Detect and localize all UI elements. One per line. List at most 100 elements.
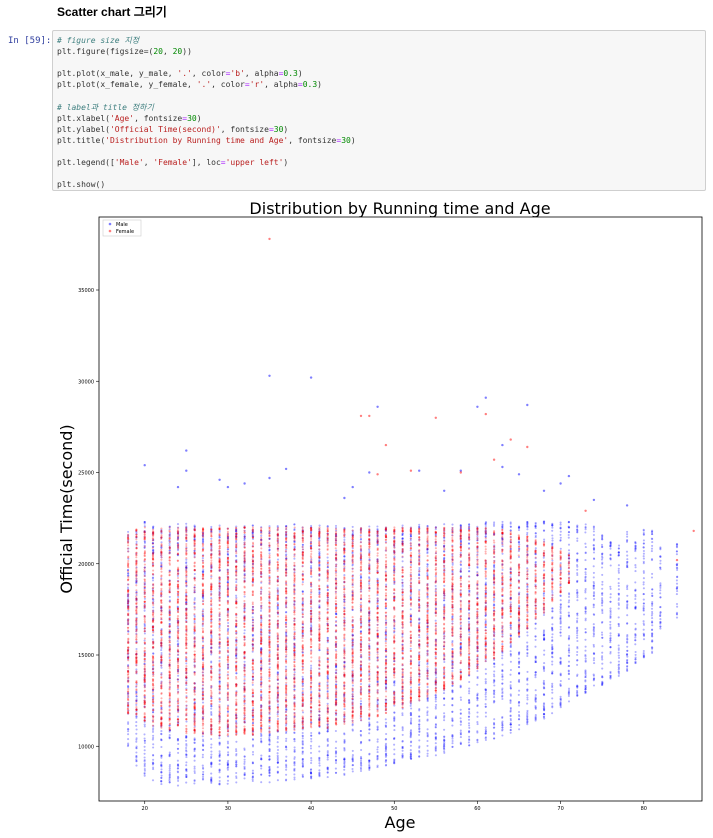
male-point <box>176 654 180 657</box>
male-point <box>193 782 196 785</box>
male-point <box>201 671 204 674</box>
male-point <box>567 614 570 617</box>
code-line: plt.xlabel('Age', fontsize=30) <box>57 114 202 123</box>
male-point <box>210 750 213 753</box>
male-point <box>160 551 163 554</box>
male-point <box>193 748 196 751</box>
male-point <box>601 553 604 556</box>
male-point <box>152 538 155 542</box>
male-point <box>135 599 138 602</box>
male-point <box>168 625 171 628</box>
male-point <box>152 727 155 730</box>
male-point <box>284 665 288 668</box>
male-point <box>459 624 462 627</box>
male-point <box>151 646 154 649</box>
male-point <box>176 763 180 766</box>
male-point <box>151 668 155 671</box>
male-point <box>359 682 363 686</box>
code-editor[interactable]: # figure size 지정 plt.figure(figsize=(20,… <box>57 35 356 190</box>
male-point <box>609 587 612 590</box>
male-point <box>576 552 579 555</box>
code-token: , color <box>211 80 245 90</box>
male-point <box>601 683 604 686</box>
male-point <box>168 754 171 757</box>
male-point <box>543 538 546 541</box>
male-point <box>135 597 138 600</box>
male-point <box>493 684 496 687</box>
male-point <box>160 662 163 665</box>
male-point <box>326 589 329 592</box>
male-point <box>160 754 163 757</box>
male-point <box>185 602 188 605</box>
male-point <box>534 671 537 674</box>
male-point <box>584 571 587 574</box>
male-point <box>426 706 429 709</box>
male-point <box>359 730 362 733</box>
male-point <box>467 715 470 718</box>
male-point <box>185 620 188 624</box>
male-point <box>168 753 171 756</box>
male-point <box>135 579 138 582</box>
male-point <box>201 657 204 661</box>
male-point <box>210 713 213 717</box>
male-point <box>509 660 512 663</box>
male-point <box>143 627 146 630</box>
male-point <box>551 645 554 649</box>
male-point <box>542 569 546 572</box>
male-point <box>126 602 130 605</box>
male-point <box>135 626 138 629</box>
male-point <box>193 702 196 705</box>
male-point <box>601 556 604 559</box>
male-point <box>301 675 304 678</box>
male-point <box>484 688 487 691</box>
male-point <box>559 672 562 675</box>
male-point <box>542 522 546 525</box>
male-point <box>243 755 246 758</box>
male-point <box>185 527 188 530</box>
male-point <box>143 739 146 742</box>
male-point <box>551 591 554 594</box>
male-point <box>160 577 163 580</box>
male-point <box>185 601 188 604</box>
male-point <box>343 773 346 776</box>
male-point <box>143 583 146 586</box>
male-point <box>268 769 271 772</box>
male-point <box>185 736 188 739</box>
male-point <box>160 562 163 565</box>
male-point <box>201 667 204 670</box>
male-point <box>127 705 130 708</box>
male-point <box>143 531 146 534</box>
male-point <box>592 582 596 585</box>
male-point <box>168 712 171 715</box>
male-point <box>143 607 146 610</box>
male-point <box>185 672 188 675</box>
male-point <box>218 682 221 685</box>
male-point <box>135 737 138 740</box>
male-point <box>135 597 138 601</box>
male-point <box>443 712 446 715</box>
male-point <box>177 670 180 673</box>
male-point <box>567 601 570 604</box>
code-token: ) <box>283 124 289 134</box>
male-point <box>202 712 205 715</box>
male-point <box>126 583 130 586</box>
male-point <box>176 738 179 741</box>
male-point <box>551 652 554 655</box>
male-point <box>293 750 296 753</box>
male-point <box>193 670 196 674</box>
male-point <box>534 717 537 720</box>
male-point <box>243 762 246 765</box>
male-point <box>601 611 604 615</box>
male-point <box>476 739 479 742</box>
code-cell[interactable]: # figure size 지정 plt.figure(figsize=(20,… <box>52 30 706 191</box>
male-point <box>359 700 363 703</box>
male-point <box>210 737 213 741</box>
male-point <box>143 772 146 775</box>
male-point <box>152 762 155 765</box>
male-point <box>551 542 554 545</box>
male-point <box>193 767 196 770</box>
male-point <box>601 636 604 639</box>
male-point <box>201 735 204 738</box>
male-point <box>201 612 204 615</box>
male-point <box>426 551 429 554</box>
